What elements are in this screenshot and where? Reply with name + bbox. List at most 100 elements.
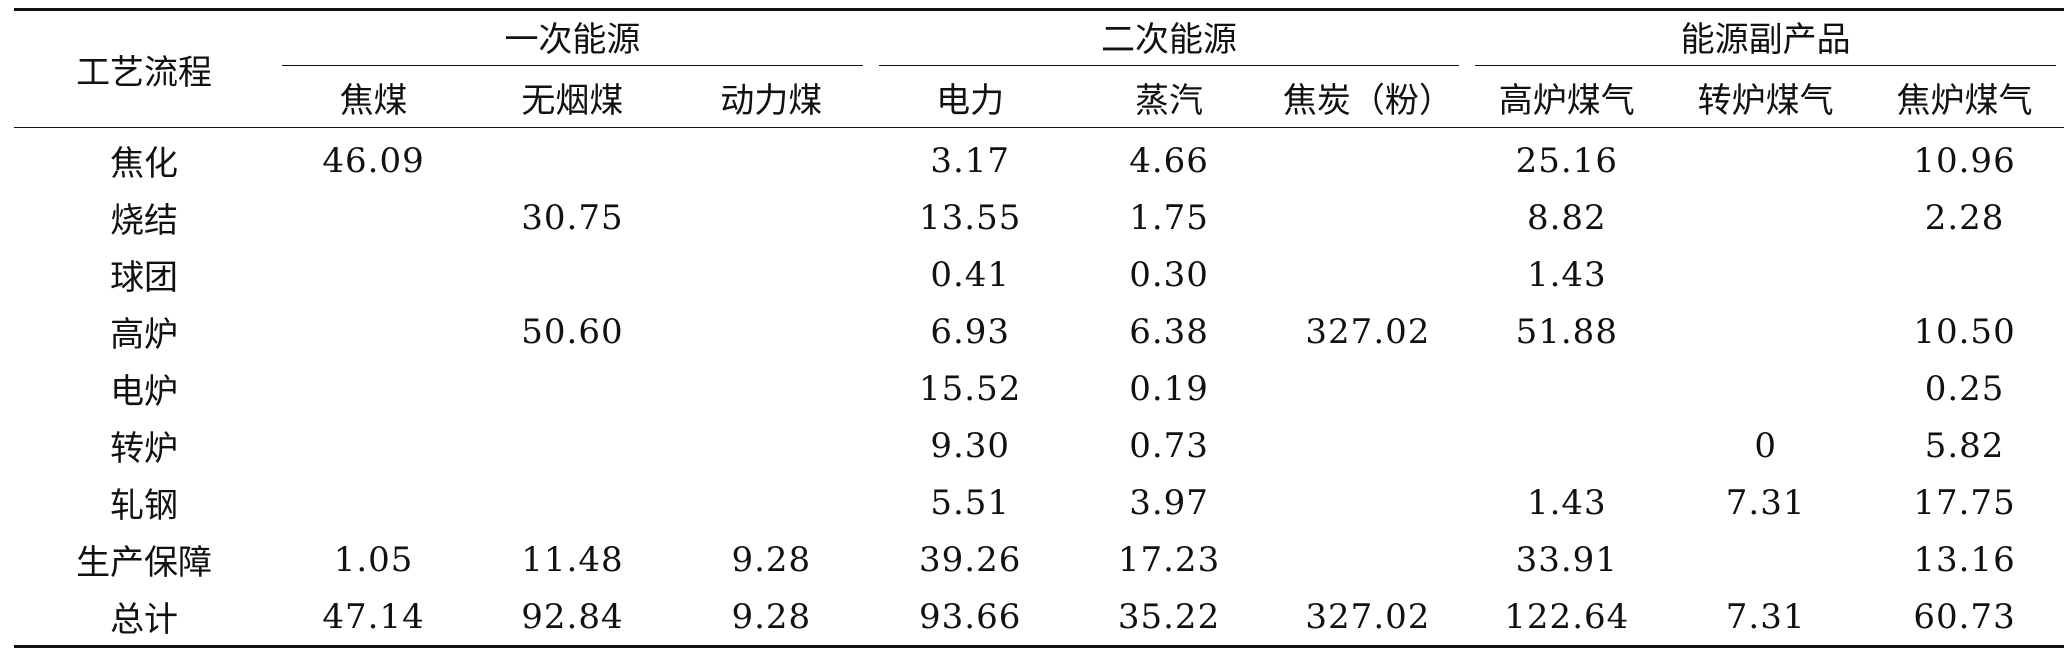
table-cell xyxy=(473,246,672,303)
table-cell: 92.84 xyxy=(473,588,672,648)
table-cell: 4.66 xyxy=(1129,140,1209,181)
table-row: 球团 0.41 0.30 1.43 xyxy=(14,246,2064,303)
table-cell: 0.41 xyxy=(930,254,1011,295)
row-label: 焦化 xyxy=(110,144,179,184)
column-header: 焦炉煤气 xyxy=(1865,67,2064,128)
table-row: 高炉 50.60 6.93 6.38 327.02 51.88 10.50 xyxy=(14,303,2064,360)
table-cell: 1.75 xyxy=(1129,197,1209,238)
column-header: 高炉煤气 xyxy=(1467,67,1667,128)
row-label: 轧钢 xyxy=(110,486,179,526)
table-cell xyxy=(1268,189,1467,246)
table-cell xyxy=(1865,246,2064,303)
table-cell xyxy=(1666,531,1865,588)
energy-table-container: 工艺流程 一次能源 二次能源 能源副产品 焦煤 无烟煤 动力煤 电力 蒸汽 焦炭… xyxy=(14,8,2064,648)
table-cell: 7.31 xyxy=(1725,482,1806,523)
table-cell xyxy=(274,246,473,303)
table-cell xyxy=(1666,128,1865,190)
table-cell: 10.50 xyxy=(1913,311,2016,352)
table-cell: 7.31 xyxy=(1666,588,1866,648)
group-label: 一次能源 xyxy=(282,12,863,66)
table-cell xyxy=(1268,417,1467,474)
table-cell: 6.93 xyxy=(930,311,1011,352)
table-cell xyxy=(1268,246,1467,303)
table-cell: 30.75 xyxy=(521,197,624,238)
table-cell: 1.05 xyxy=(333,539,414,580)
table-cell xyxy=(1268,128,1467,190)
table-cell xyxy=(1666,246,1865,303)
table-cell: 60.73 xyxy=(1865,588,2064,648)
table-cell: 327.02 xyxy=(1268,588,1468,648)
group-header-primary-energy: 一次能源 xyxy=(274,8,871,67)
table-cell: 3.17 xyxy=(930,140,1011,181)
table-row: 烧结 30.75 13.55 1.75 8.82 2.28 xyxy=(14,189,2064,246)
table-cell xyxy=(1268,474,1467,531)
table-cell: 2.28 xyxy=(1924,197,2005,238)
table-cell xyxy=(274,417,473,474)
table-row: 转炉 9.30 0.73 0 5.82 xyxy=(14,417,2064,474)
table-cell xyxy=(672,189,871,246)
table-cell xyxy=(672,246,871,303)
column-header: 无烟煤 xyxy=(473,67,672,128)
table-cell xyxy=(672,128,871,190)
table-cell xyxy=(1666,189,1865,246)
table-cell: 0.19 xyxy=(1129,368,1209,409)
table-row: 电炉 15.52 0.19 0.25 xyxy=(14,360,2064,417)
table-cell xyxy=(1666,303,1865,360)
table-cell: 9.28 xyxy=(671,588,871,648)
row-label: 高炉 xyxy=(110,315,179,355)
table-row: 生产保障 1.05 11.48 9.28 39.26 17.23 33.91 1… xyxy=(14,531,2064,588)
table-cell: 17.23 xyxy=(1117,539,1221,580)
group-label: 二次能源 xyxy=(878,12,1460,66)
table-cell: 3.97 xyxy=(1129,482,1209,523)
group-header-secondary-energy: 二次能源 xyxy=(870,8,1468,67)
energy-consumption-table: 工艺流程 一次能源 二次能源 能源副产品 焦煤 无烟煤 动力煤 电力 蒸汽 焦炭… xyxy=(14,8,2064,648)
row-label: 转炉 xyxy=(110,429,179,469)
table-cell: 122.64 xyxy=(1467,588,1667,648)
table-cell: 0.25 xyxy=(1924,368,2005,409)
table-cell xyxy=(274,474,473,531)
column-header: 电力 xyxy=(870,67,1070,128)
table-cell: 93.66 xyxy=(870,588,1070,648)
table-cell: 5.51 xyxy=(930,482,1011,523)
table-cell xyxy=(274,360,473,417)
table-cell xyxy=(672,360,871,417)
table-cell: 9.28 xyxy=(731,539,812,580)
table-cell xyxy=(473,417,672,474)
table-cell: 0.73 xyxy=(1129,425,1209,466)
table-cell: 17.75 xyxy=(1913,482,2016,523)
row-label: 生产保障 xyxy=(76,543,213,583)
table-cell: 0.30 xyxy=(1129,254,1209,295)
table-cell: 9.30 xyxy=(930,425,1011,466)
table-cell xyxy=(274,189,473,246)
group-label: 能源副产品 xyxy=(1475,12,2056,66)
table-cell xyxy=(473,128,672,190)
row-label: 电炉 xyxy=(110,372,179,412)
table-cell xyxy=(1268,531,1467,588)
table-cell: 13.16 xyxy=(1913,539,2016,580)
column-header: 焦炭（粉） xyxy=(1268,67,1468,128)
table-cell: 1.43 xyxy=(1526,254,1607,295)
row-label: 球团 xyxy=(110,258,179,298)
row-label: 烧结 xyxy=(110,201,179,241)
table-cell: 39.26 xyxy=(919,539,1022,580)
row-label: 总计 xyxy=(14,588,275,648)
table-cell xyxy=(1467,417,1666,474)
column-header: 蒸汽 xyxy=(1069,67,1269,128)
table-cell: 47.14 xyxy=(274,588,473,648)
column-header: 转炉煤气 xyxy=(1666,67,1866,128)
table-cell xyxy=(473,474,672,531)
table-cell xyxy=(1268,360,1467,417)
table-cell xyxy=(1666,360,1865,417)
column-header: 动力煤 xyxy=(671,67,871,128)
table-cell: 13.55 xyxy=(919,197,1022,238)
table-cell: 327.02 xyxy=(1305,311,1431,352)
table-cell xyxy=(672,474,871,531)
table-cell xyxy=(1467,360,1666,417)
table-cell: 0 xyxy=(1754,425,1777,466)
table-cell: 15.52 xyxy=(919,368,1022,409)
table-cell xyxy=(672,303,871,360)
table-cell: 51.88 xyxy=(1515,311,1618,352)
table-cell: 10.96 xyxy=(1913,140,2016,181)
table-cell: 35.22 xyxy=(1069,588,1269,648)
row-header-process: 工艺流程 xyxy=(14,8,275,128)
